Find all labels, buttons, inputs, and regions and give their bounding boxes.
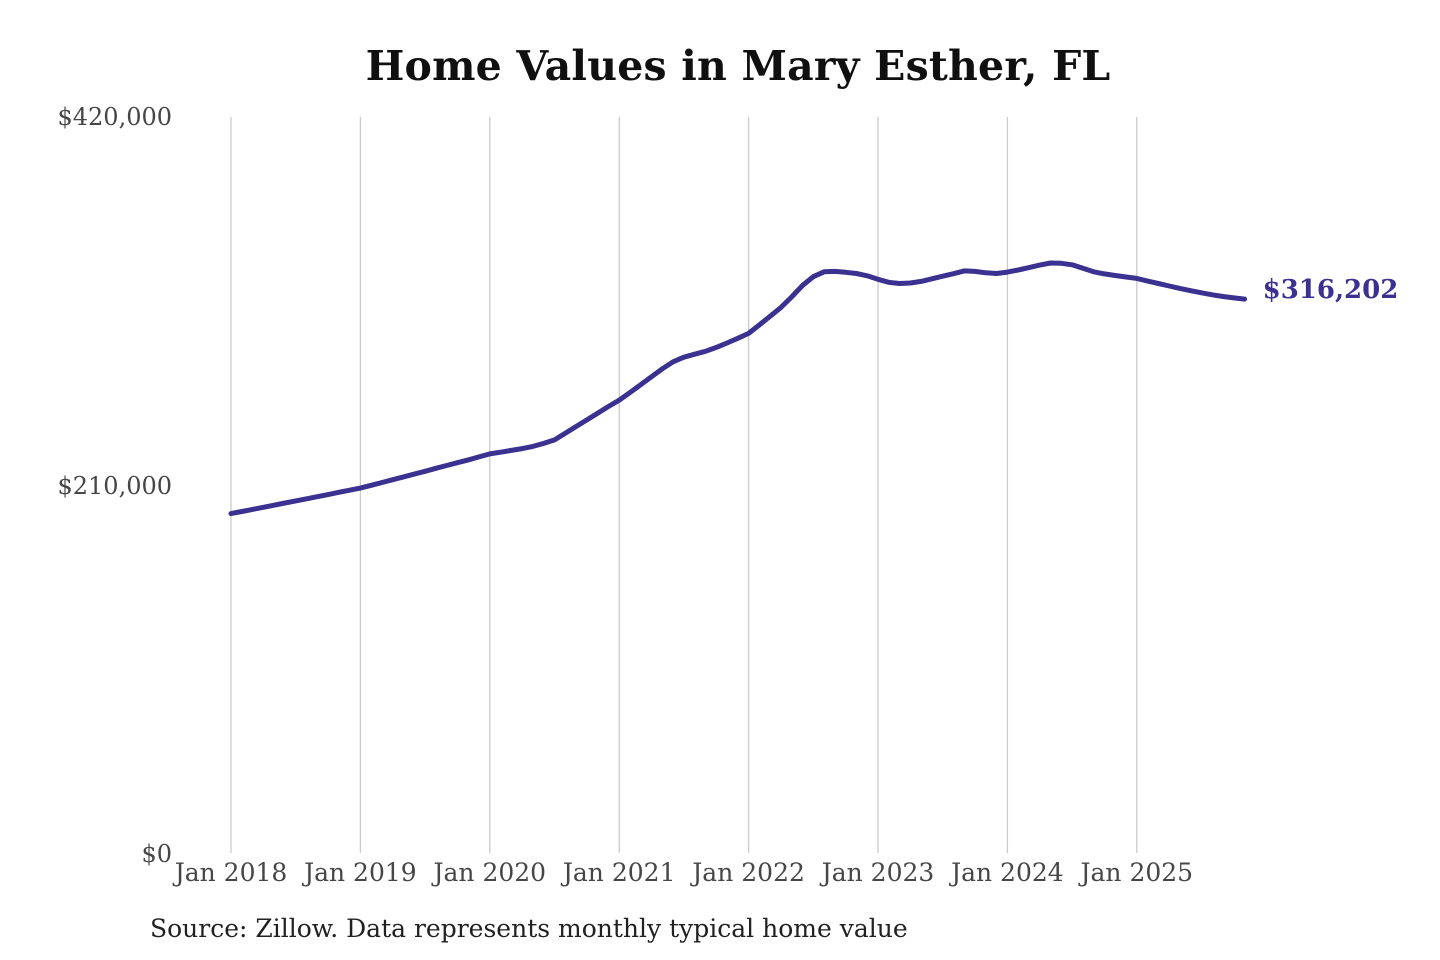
chart-title: Home Values in Mary Esther, FL: [365, 42, 1111, 90]
x-tick-label: Jan 2018: [174, 858, 288, 887]
y-tick-label: $210,000: [57, 471, 172, 500]
x-tick-label: Jan 2020: [433, 858, 547, 887]
x-tick-label: Jan 2025: [1080, 858, 1194, 887]
value-line: [228, 260, 1248, 517]
source-note: Source: Zillow. Data represents monthly …: [150, 914, 908, 943]
current-value-label: $316,202: [1262, 275, 1399, 306]
x-tick-label: Jan 2024: [951, 858, 1064, 887]
x-tick-label: Jan 2022: [692, 858, 805, 887]
y-tick-label: $420,000: [57, 103, 172, 131]
y-tick-label: $0: [141, 840, 172, 868]
x-tick-label: Jan 2019: [304, 858, 417, 887]
x-tick-label: Jan 2021: [562, 858, 676, 887]
x-tick-label: Jan 2023: [821, 858, 935, 887]
